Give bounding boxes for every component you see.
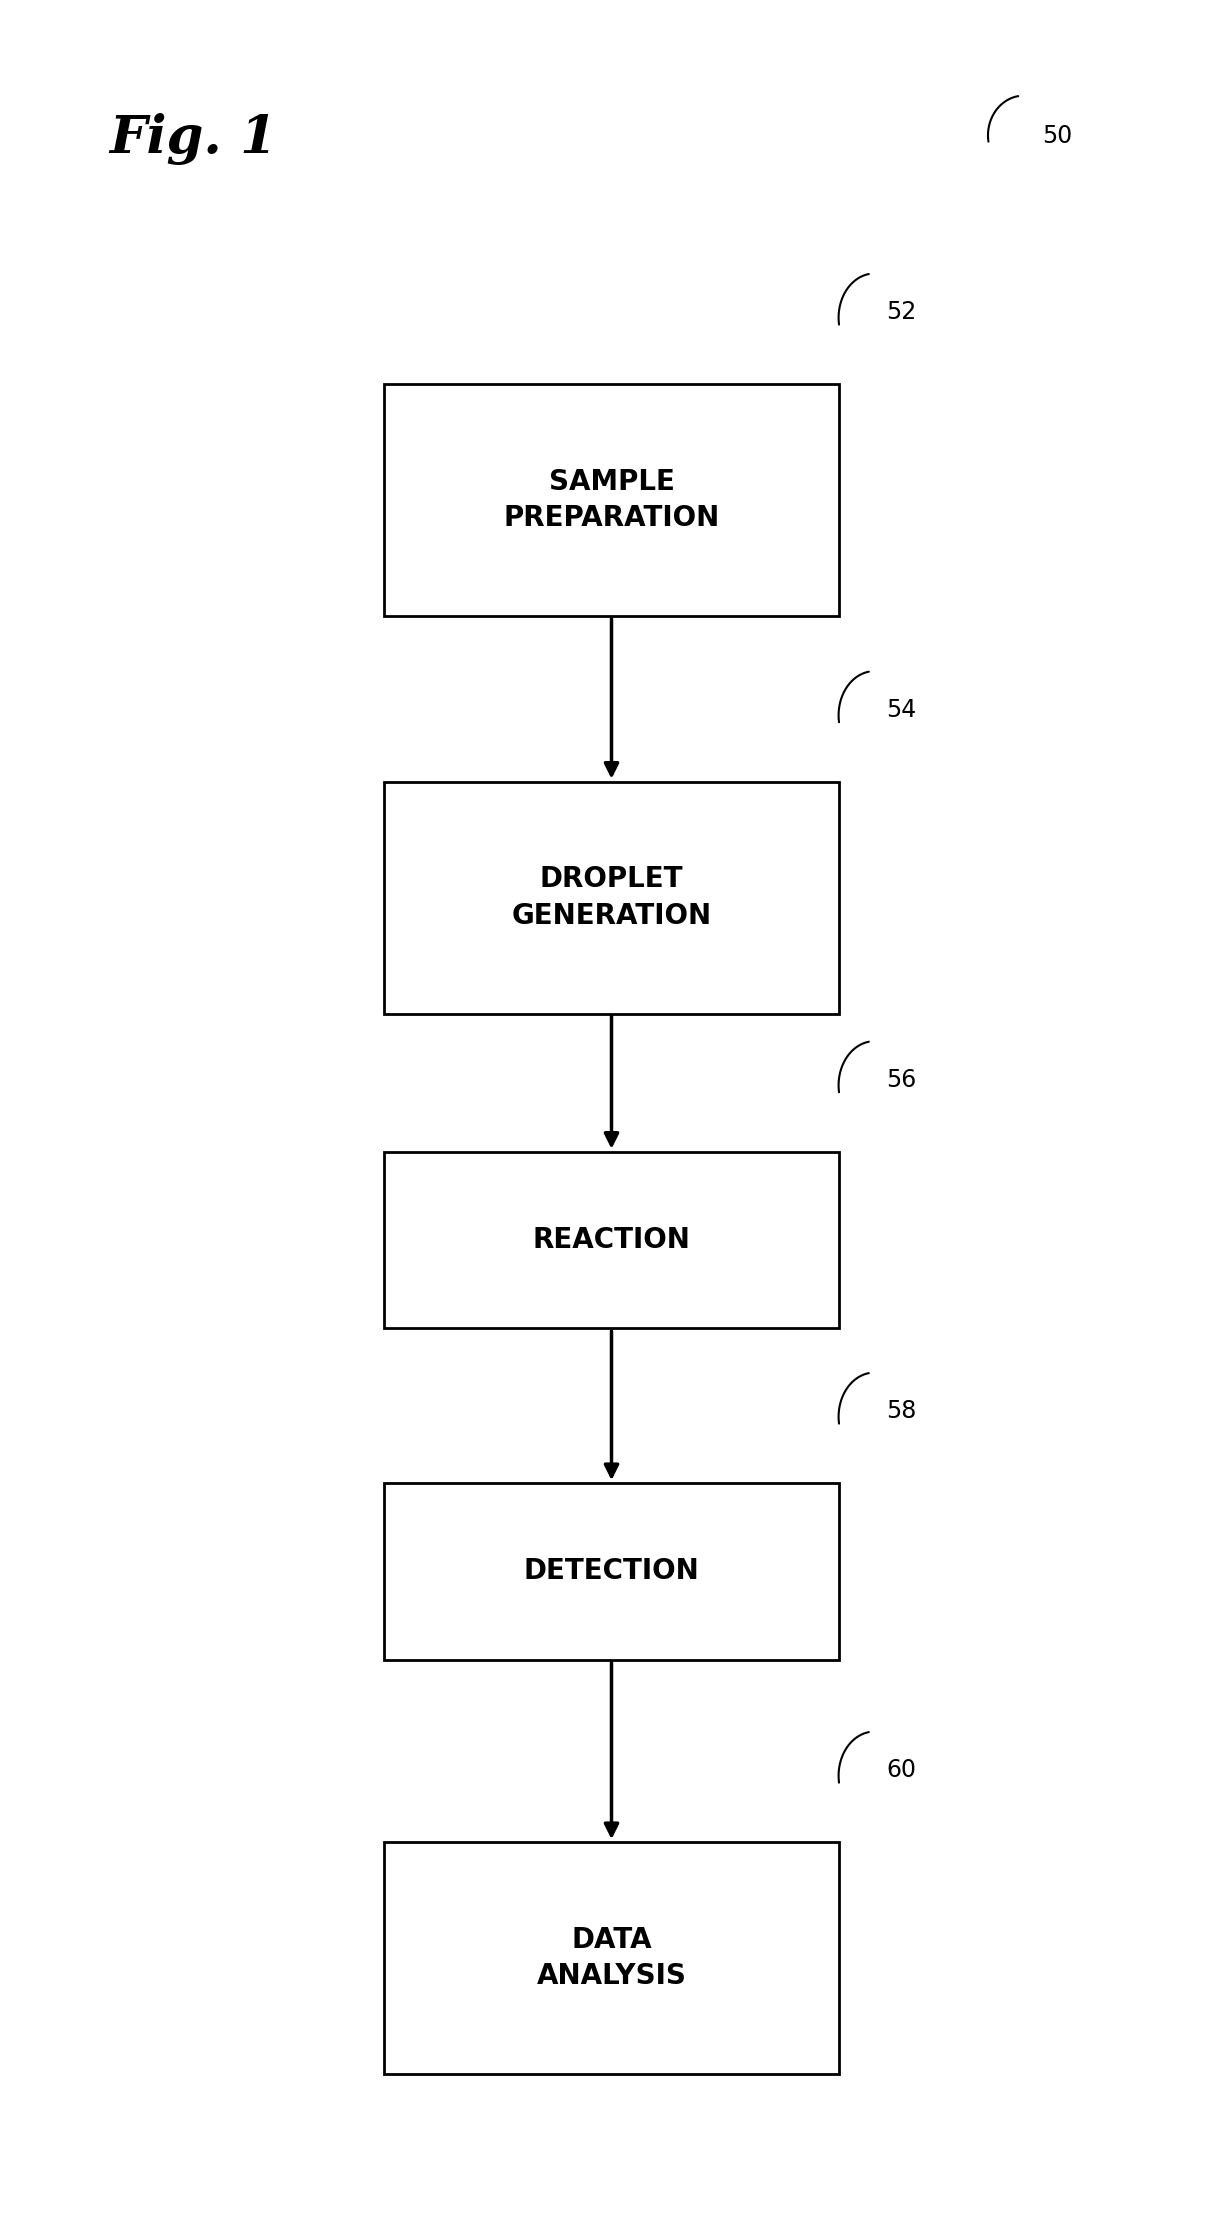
Text: 54: 54 [887,698,917,723]
Text: SAMPLE
PREPARATION: SAMPLE PREPARATION [504,468,719,532]
FancyBboxPatch shape [384,1841,839,2074]
Text: 56: 56 [887,1067,917,1092]
Text: REACTION: REACTION [532,1226,691,1255]
Text: 60: 60 [887,1758,916,1783]
FancyBboxPatch shape [384,1483,839,1660]
Text: DETECTION: DETECTION [523,1557,700,1586]
Text: DROPLET
GENERATION: DROPLET GENERATION [511,866,712,931]
Text: DATA
ANALYSIS: DATA ANALYSIS [537,1926,686,1991]
FancyBboxPatch shape [384,781,839,1013]
FancyBboxPatch shape [384,385,839,615]
Text: 50: 50 [1042,125,1073,148]
Text: 58: 58 [887,1400,917,1423]
Text: 52: 52 [887,300,917,324]
Text: Fig. 1: Fig. 1 [110,114,278,166]
FancyBboxPatch shape [384,1152,839,1329]
